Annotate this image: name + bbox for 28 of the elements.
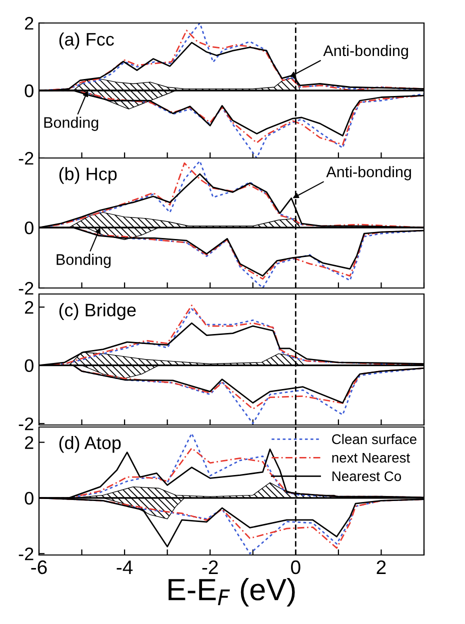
y-tick-label: -2 (18, 282, 34, 295)
legend-label: Clean surface (332, 434, 416, 444)
annotation: Anti-bonding (326, 166, 411, 180)
x-tick-label: 2 (376, 560, 386, 574)
x-tick-label: -2 (202, 560, 218, 574)
annotation: Bonding (44, 116, 98, 131)
y-tick-label: 0 (24, 359, 34, 372)
y-tick-label: 0 (24, 221, 34, 234)
legend-label: Nearest Co (332, 471, 402, 482)
y-tick-label: 2 (25, 301, 34, 314)
y-tick-label: 0 (24, 492, 34, 505)
y-tick-label: 2 (25, 436, 34, 449)
y-tick-label: 2 (25, 16, 34, 30)
annotation: Bonding (56, 254, 111, 268)
y-tick-label: -2 (18, 417, 34, 430)
x-tick-label: 0 (291, 560, 300, 574)
y-tick-label: -2 (18, 152, 34, 165)
y-tick-label: 0 (24, 84, 34, 98)
annotation: Anti-bonding (323, 44, 408, 60)
y-tick-label: -2 (18, 548, 34, 560)
annotation: (b) Hcp (59, 167, 117, 184)
annotation: (c) Bridge (59, 303, 136, 320)
x-tick-label: -6 (31, 560, 47, 574)
x-tick-label: -4 (116, 560, 133, 574)
legend-label: next Nearest (332, 452, 410, 463)
x-axis-title: E-E$_{F}$ (eV) (168, 578, 295, 606)
annotation: (a) Fcc (59, 32, 114, 50)
annotation: (d) Atop (59, 436, 121, 453)
